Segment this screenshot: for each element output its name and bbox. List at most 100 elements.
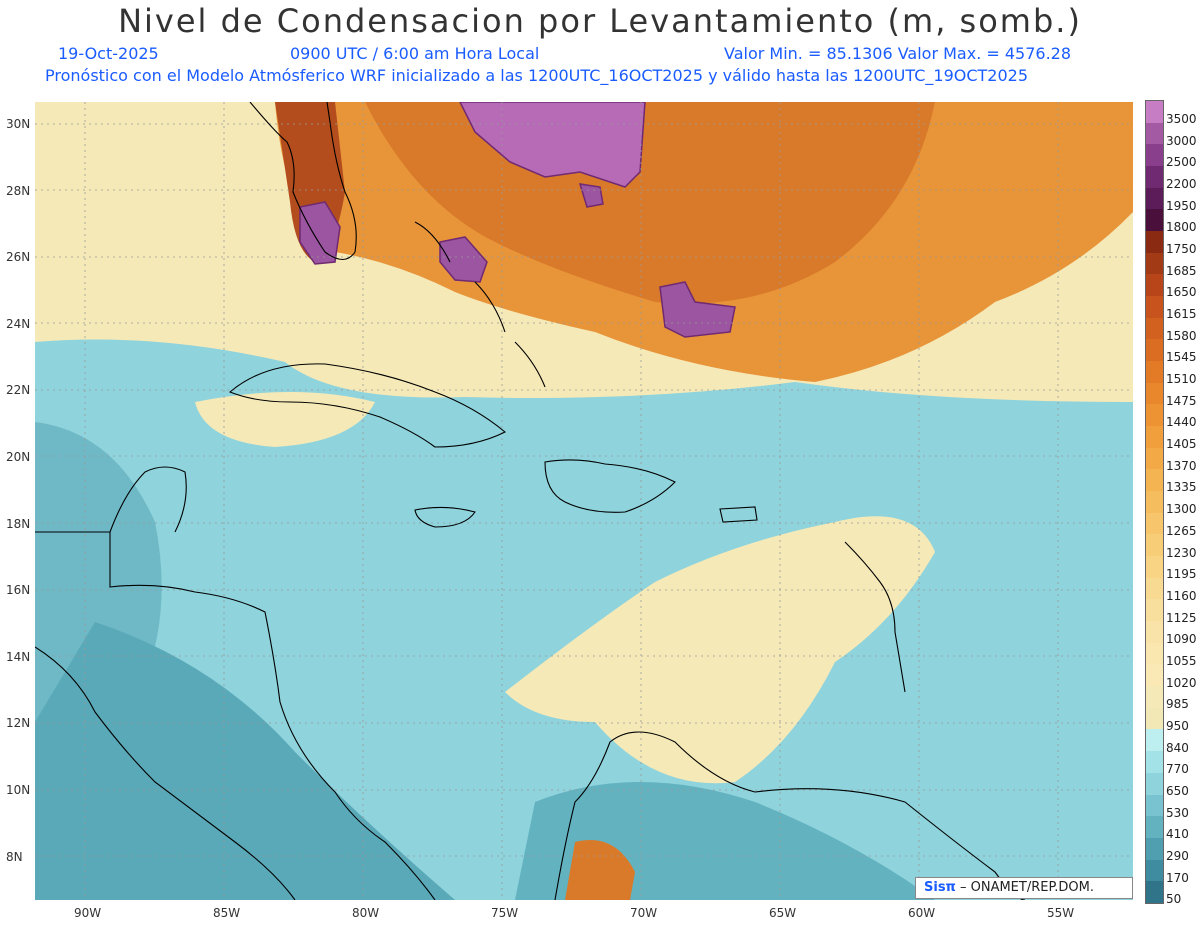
south-america-coast xyxy=(554,731,1026,900)
colorbar-label: 1750 xyxy=(1166,242,1197,257)
colorbar-swatch xyxy=(1146,772,1163,795)
colorbar-swatch xyxy=(1146,404,1163,427)
colorbar-label: 1300 xyxy=(1166,502,1197,517)
florida-coast xyxy=(249,102,357,261)
colorbar-swatch xyxy=(1146,101,1163,123)
central-america-coast xyxy=(35,531,436,900)
colorbar-swatch xyxy=(1146,599,1163,622)
colorbar-label: 1580 xyxy=(1166,328,1197,343)
colorbar-swatch xyxy=(1146,166,1163,188)
lesser-antilles-coast xyxy=(844,541,906,693)
colorbar-label: 650 xyxy=(1166,783,1189,798)
colorbar-label: 1950 xyxy=(1166,198,1197,213)
time-label: 0900 UTC / 6:00 am Hora Local xyxy=(290,44,540,63)
colorbar-swatch xyxy=(1146,621,1163,643)
colorbar-swatch xyxy=(1146,794,1163,817)
yucatan-coast xyxy=(109,466,187,533)
colorbar xyxy=(1145,100,1164,904)
field-teal-central-am xyxy=(35,622,455,900)
colorbar-label: 3000 xyxy=(1166,133,1197,148)
colorbar-label: 985 xyxy=(1166,697,1189,712)
colorbar-swatch xyxy=(1146,274,1163,297)
colorbar-label: 1195 xyxy=(1166,567,1197,582)
colorbar-swatch xyxy=(1146,187,1163,210)
colorbar-swatch xyxy=(1146,707,1163,730)
longitude-label: 90W xyxy=(74,906,102,920)
colorbar-swatch xyxy=(1146,642,1163,665)
latitude-label: 14N xyxy=(6,649,31,664)
colorbar-swatch xyxy=(1146,837,1163,860)
colorbar-label: 770 xyxy=(1166,762,1189,777)
colorbar-swatch xyxy=(1146,361,1163,383)
latitude-label: 12N xyxy=(6,716,31,731)
colorbar-label: 1370 xyxy=(1166,458,1197,473)
colorbar-swatch xyxy=(1146,426,1163,448)
colorbar-label: 3500 xyxy=(1166,112,1197,126)
colorbar-swatch xyxy=(1146,816,1163,838)
colorbar-swatch xyxy=(1146,144,1163,167)
colorbar-label: 290 xyxy=(1166,848,1189,863)
chart-title: Nivel de Condensacion por Levantamiento … xyxy=(118,2,1082,40)
latitude-label: 30N xyxy=(6,117,31,131)
colorbar-label: 950 xyxy=(1166,718,1189,733)
colorbar-swatch xyxy=(1146,534,1163,557)
longitude-label: 75W xyxy=(491,906,519,920)
colorbar-label: 1335 xyxy=(1166,480,1197,495)
longitude-label: 60W xyxy=(908,906,936,920)
longitude-label: 55W xyxy=(1047,906,1075,920)
field-yellow-west xyxy=(35,252,115,327)
colorbar-swatch xyxy=(1146,751,1163,773)
colorbar-swatch xyxy=(1146,859,1163,882)
bahamas-coast xyxy=(414,221,546,388)
latitude-label: 16N xyxy=(6,583,31,598)
colorbar-label: 1055 xyxy=(1166,653,1197,668)
hispaniola-coast xyxy=(544,459,676,513)
cuba-coast xyxy=(228,363,506,448)
colorbar-label: 1800 xyxy=(1166,220,1197,235)
colorbar-label: 1125 xyxy=(1166,610,1197,625)
colorbar-swatch xyxy=(1146,317,1163,340)
colorbar-label: 170 xyxy=(1166,870,1189,885)
minmax-label: Valor Min. = 85.1306 Valor Max. = 4576.2… xyxy=(724,44,1072,63)
latitude-label: 10N xyxy=(6,783,31,797)
colorbar-swatch xyxy=(1146,512,1163,535)
colorbar-label: 530 xyxy=(1166,805,1189,820)
colorbar-label: 1230 xyxy=(1166,545,1197,560)
longitude-label: 65W xyxy=(769,906,797,920)
colorbar-swatch xyxy=(1146,556,1163,578)
colorbar-label: 50 xyxy=(1166,892,1182,907)
puerto-rico-coast xyxy=(719,506,758,523)
field-purple-2 xyxy=(299,201,341,265)
credit-text: – ONAMET/REP.DOM. xyxy=(955,880,1094,895)
field-yellow-cuba xyxy=(195,392,375,447)
colorbar-swatch xyxy=(1146,729,1163,752)
longitude-label: 70W xyxy=(630,906,658,920)
colorbar-swatch xyxy=(1146,382,1163,405)
colorbar-label: 1685 xyxy=(1166,263,1197,278)
colorbar-label: 1020 xyxy=(1166,675,1197,690)
colorbar-label: 840 xyxy=(1166,740,1189,755)
longitude-label: 80W xyxy=(352,906,380,920)
colorbar-label: 2200 xyxy=(1166,177,1197,192)
map-field xyxy=(35,102,1133,900)
colorbar-swatch xyxy=(1146,296,1163,318)
colorbar-label: 1545 xyxy=(1166,350,1197,365)
latitude-label: 22N xyxy=(6,383,31,398)
colorbar-swatch xyxy=(1146,664,1163,687)
colorbar-swatch xyxy=(1146,209,1163,232)
field-orange-south xyxy=(565,840,635,900)
jamaica-coast xyxy=(414,506,476,528)
latitude-label: 20N xyxy=(6,450,31,464)
sispi-logo: Sisπ xyxy=(924,880,956,895)
colorbar-swatch xyxy=(1146,231,1163,253)
credit-box: Sisπ – ONAMET/REP.DOM. xyxy=(915,877,1133,899)
field-purple-3 xyxy=(439,236,488,283)
longitude-label: 85W xyxy=(213,906,241,920)
colorbar-label: 1475 xyxy=(1166,393,1197,408)
colorbar-swatch xyxy=(1146,469,1163,492)
latitude-label: 8N xyxy=(6,849,23,864)
colorbar-label: 1090 xyxy=(1166,632,1197,647)
colorbar-label: 1160 xyxy=(1166,588,1197,603)
colorbar-swatch xyxy=(1146,122,1163,145)
forecast-label: Pronóstico con el Modelo Atmósferico WRF… xyxy=(45,66,1029,85)
